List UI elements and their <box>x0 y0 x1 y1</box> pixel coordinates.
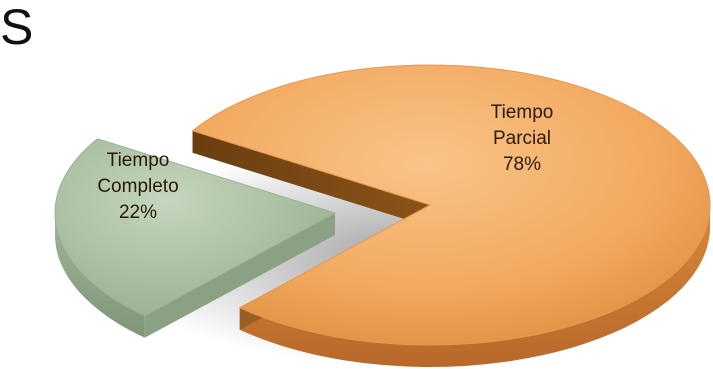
slice-part-time-cut-wall <box>192 130 430 227</box>
slice-label-full-time-line-0: Tiempo <box>107 150 170 171</box>
slice-part-time <box>191 64 711 346</box>
slice-full-time <box>54 138 337 317</box>
slice-full-time-side <box>54 213 145 338</box>
slice-label-part-time: Tiempo Parcial 78% <box>491 102 554 175</box>
slice-part-time-side <box>239 205 710 367</box>
slice-label-part-time-line-2: 78% <box>503 154 541 175</box>
page-title: S <box>0 0 33 55</box>
slice-label-part-time-line-1: Parcial <box>493 128 551 149</box>
slice-label-full-time-line-1: Completo <box>97 176 178 197</box>
slice-label-full-time-line-2: 22% <box>119 202 157 223</box>
slice-label-part-time-line-0: Tiempo <box>491 102 554 123</box>
slice-full-time-cut-wall <box>144 213 335 338</box>
slice-label-full-time: Tiempo Completo 22% <box>97 150 178 223</box>
